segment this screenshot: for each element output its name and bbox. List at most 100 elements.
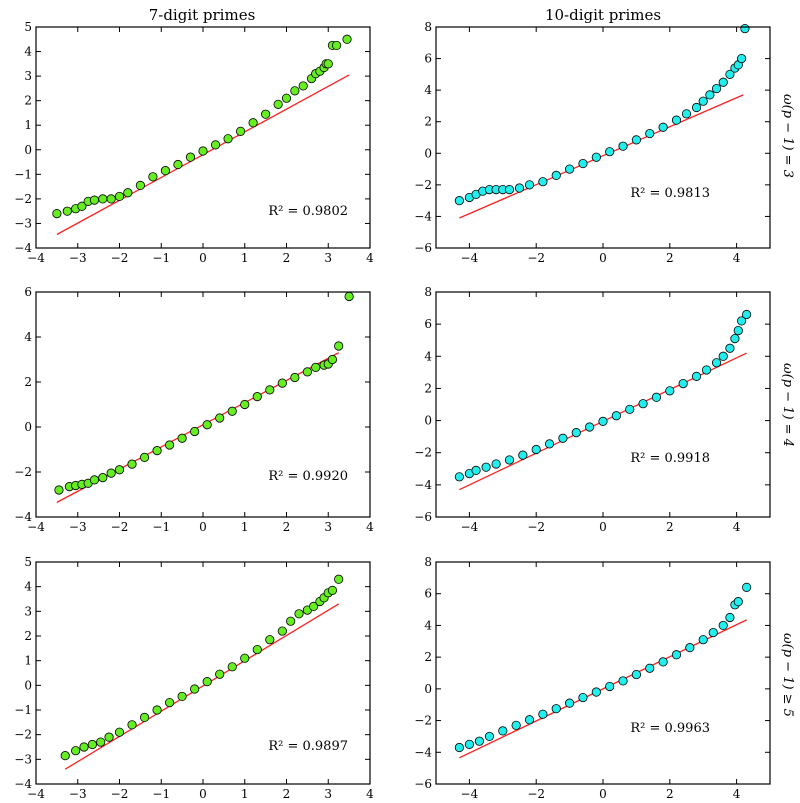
data-point — [77, 201, 87, 211]
y-tick-label: 6 — [424, 587, 432, 601]
x-tick-label: 4 — [366, 787, 374, 801]
x-tick-label: −4 — [27, 520, 45, 534]
y-tick-label: −2 — [414, 446, 432, 460]
data-point — [173, 159, 183, 170]
data-point — [248, 118, 258, 128]
data-point — [645, 128, 655, 139]
data-point — [698, 635, 708, 645]
data-point — [127, 720, 137, 730]
qq-plot-panel-1: −4 −3 −2 −1 0 1 2 3 4 −4 −3 −2 −1 0 1 2 3 4 5 R² = 0.9802 — [14, 20, 374, 265]
y-tick-label: 1 — [24, 654, 32, 668]
data-point — [60, 751, 70, 761]
data-point — [227, 406, 237, 416]
x-tick-label: −1 — [152, 787, 170, 801]
data-points — [454, 309, 752, 482]
data-point — [123, 188, 133, 198]
data-point — [742, 582, 752, 592]
data-point — [177, 433, 187, 443]
data-point — [591, 152, 601, 162]
y-tick-label: 8 — [424, 555, 432, 569]
data-point — [524, 180, 535, 190]
data-point — [327, 585, 338, 595]
data-point — [89, 475, 100, 485]
data-point — [235, 126, 246, 136]
y-tick-label: −2 — [414, 714, 432, 728]
qq-plot-panel-6: −4 −2 0 2 4 −6 −4 −2 0 2 4 6 8 R² = 0.9963 — [414, 555, 771, 801]
data-point — [658, 122, 668, 132]
y-tick-label: 0 — [24, 143, 32, 157]
x-tick-label: 3 — [324, 251, 332, 265]
data-point — [733, 325, 743, 336]
y-tick-label: −4 — [414, 209, 432, 223]
data-point — [96, 737, 106, 747]
x-tick-label: −4 — [461, 251, 479, 265]
y-tick-label: −6 — [414, 510, 432, 524]
data-point — [725, 612, 735, 623]
r-squared-annotation: R² = 0.9802 — [268, 204, 348, 219]
data-point — [261, 109, 271, 119]
data-point — [127, 459, 137, 469]
data-point — [671, 115, 682, 125]
data-point — [464, 739, 474, 749]
x-tick-label: 1 — [241, 787, 249, 801]
data-point — [198, 146, 208, 156]
data-point — [484, 731, 495, 742]
x-tick-label: 2 — [283, 251, 291, 265]
data-point — [718, 77, 728, 87]
x-tick-label: −3 — [69, 787, 87, 801]
data-points — [454, 582, 752, 753]
data-point — [564, 698, 575, 708]
y-tick-label: −4 — [14, 777, 32, 791]
data-point — [514, 183, 525, 193]
data-point — [302, 367, 312, 377]
x-tick-label: 0 — [199, 520, 207, 534]
data-point — [691, 102, 702, 113]
data-point — [605, 681, 615, 692]
y-tick-label: 5 — [24, 555, 32, 569]
data-point — [504, 184, 515, 195]
r-squared-annotation: R² = 0.9918 — [630, 451, 710, 466]
data-point — [240, 653, 250, 663]
data-point — [454, 742, 464, 753]
data-point — [538, 177, 548, 187]
y-tick-label: 0 — [424, 146, 432, 160]
data-point — [252, 392, 262, 402]
fit-line — [64, 603, 340, 770]
data-point — [718, 620, 728, 631]
data-point — [98, 473, 108, 483]
x-tick-label: 4 — [733, 520, 741, 534]
y-tick-label: 4 — [24, 580, 32, 594]
y-tick-label: 2 — [424, 650, 432, 664]
x-tick-label: −4 — [27, 251, 45, 265]
y-tick-label: −2 — [14, 192, 32, 206]
x-tick-label: 2 — [666, 251, 674, 265]
y-tick-label: 5 — [24, 20, 32, 34]
x-tick-label: 0 — [199, 251, 207, 265]
y-tick-label: −6 — [414, 241, 432, 255]
data-point — [491, 459, 501, 469]
data-point — [202, 420, 212, 430]
data-point — [311, 362, 321, 372]
data-point — [240, 399, 250, 410]
y-tick-label: 6 — [24, 285, 32, 299]
y-tick-label: 2 — [424, 115, 432, 129]
data-point — [114, 191, 125, 202]
x-tick-label: 2 — [666, 787, 674, 801]
y-tick-label: 4 — [24, 45, 32, 59]
data-point — [711, 358, 722, 368]
data-points — [52, 34, 352, 219]
data-point — [605, 147, 615, 157]
x-tick-label: −3 — [69, 520, 87, 534]
y-tick-label: 0 — [424, 414, 432, 428]
x-tick-label: 0 — [599, 251, 607, 265]
data-point — [518, 450, 528, 460]
qq-plot-panel-2: −4 −2 0 2 4 −6 −4 −2 0 2 4 6 8 R² = 0.9813 — [414, 20, 771, 265]
y-tick-label: −2 — [14, 728, 32, 742]
x-tick-label: 4 — [733, 251, 741, 265]
data-point — [185, 152, 196, 162]
data-point — [294, 609, 304, 619]
x-tick-label: −4 — [461, 787, 479, 801]
data-point — [286, 616, 296, 626]
data-point — [265, 385, 275, 395]
data-point — [504, 455, 515, 465]
